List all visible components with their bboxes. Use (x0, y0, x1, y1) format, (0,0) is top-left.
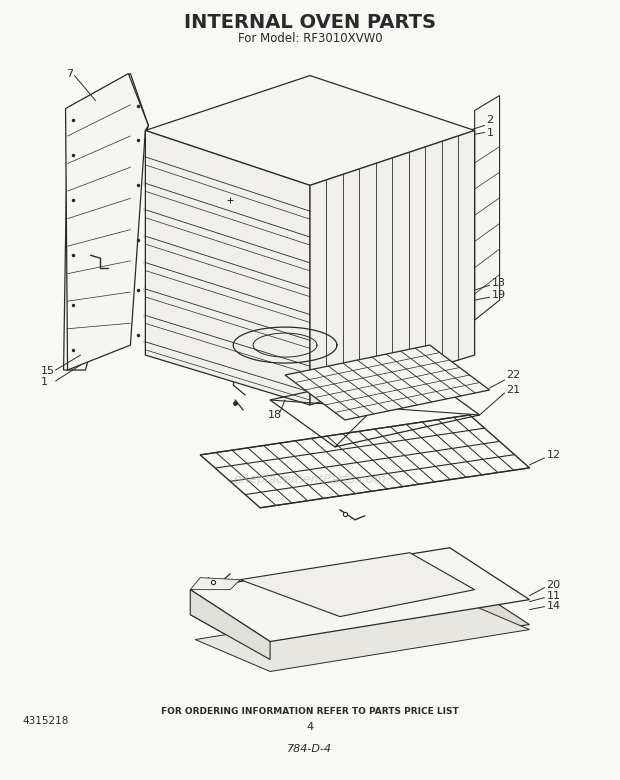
Polygon shape (190, 548, 529, 642)
Text: 2: 2 (487, 115, 494, 126)
Text: eReplacementParts.com: eReplacementParts.com (234, 473, 386, 487)
Text: 4: 4 (306, 722, 314, 732)
Polygon shape (145, 76, 475, 186)
Polygon shape (195, 597, 529, 672)
Polygon shape (190, 573, 529, 660)
Text: 12: 12 (546, 450, 560, 460)
Polygon shape (145, 130, 310, 405)
Text: 7: 7 (66, 69, 74, 79)
Text: For Model: RF3010XVW0: For Model: RF3010XVW0 (237, 32, 383, 45)
Text: 20: 20 (546, 580, 560, 590)
Text: 1: 1 (487, 129, 494, 139)
Polygon shape (310, 130, 475, 405)
Text: 1: 1 (40, 377, 48, 387)
Text: 11: 11 (546, 590, 560, 601)
Text: FOR ORDERING INFORMATION REFER TO PARTS PRICE LIST: FOR ORDERING INFORMATION REFER TO PARTS … (161, 707, 459, 716)
Polygon shape (190, 590, 270, 660)
Text: 18: 18 (268, 410, 282, 420)
Text: 4315218: 4315218 (23, 716, 69, 726)
Polygon shape (240, 553, 475, 617)
Polygon shape (64, 73, 148, 370)
Text: INTERNAL OVEN PARTS: INTERNAL OVEN PARTS (184, 13, 436, 32)
Polygon shape (285, 345, 490, 420)
Text: 784-D-4: 784-D-4 (288, 744, 332, 754)
Text: 22: 22 (507, 370, 521, 380)
Text: 21: 21 (507, 385, 521, 395)
Text: 19: 19 (492, 290, 506, 300)
Polygon shape (190, 578, 240, 590)
Polygon shape (475, 95, 500, 320)
Text: 13: 13 (492, 278, 505, 288)
Text: 15: 15 (40, 366, 55, 376)
Text: 14: 14 (546, 601, 560, 611)
Polygon shape (66, 73, 148, 370)
